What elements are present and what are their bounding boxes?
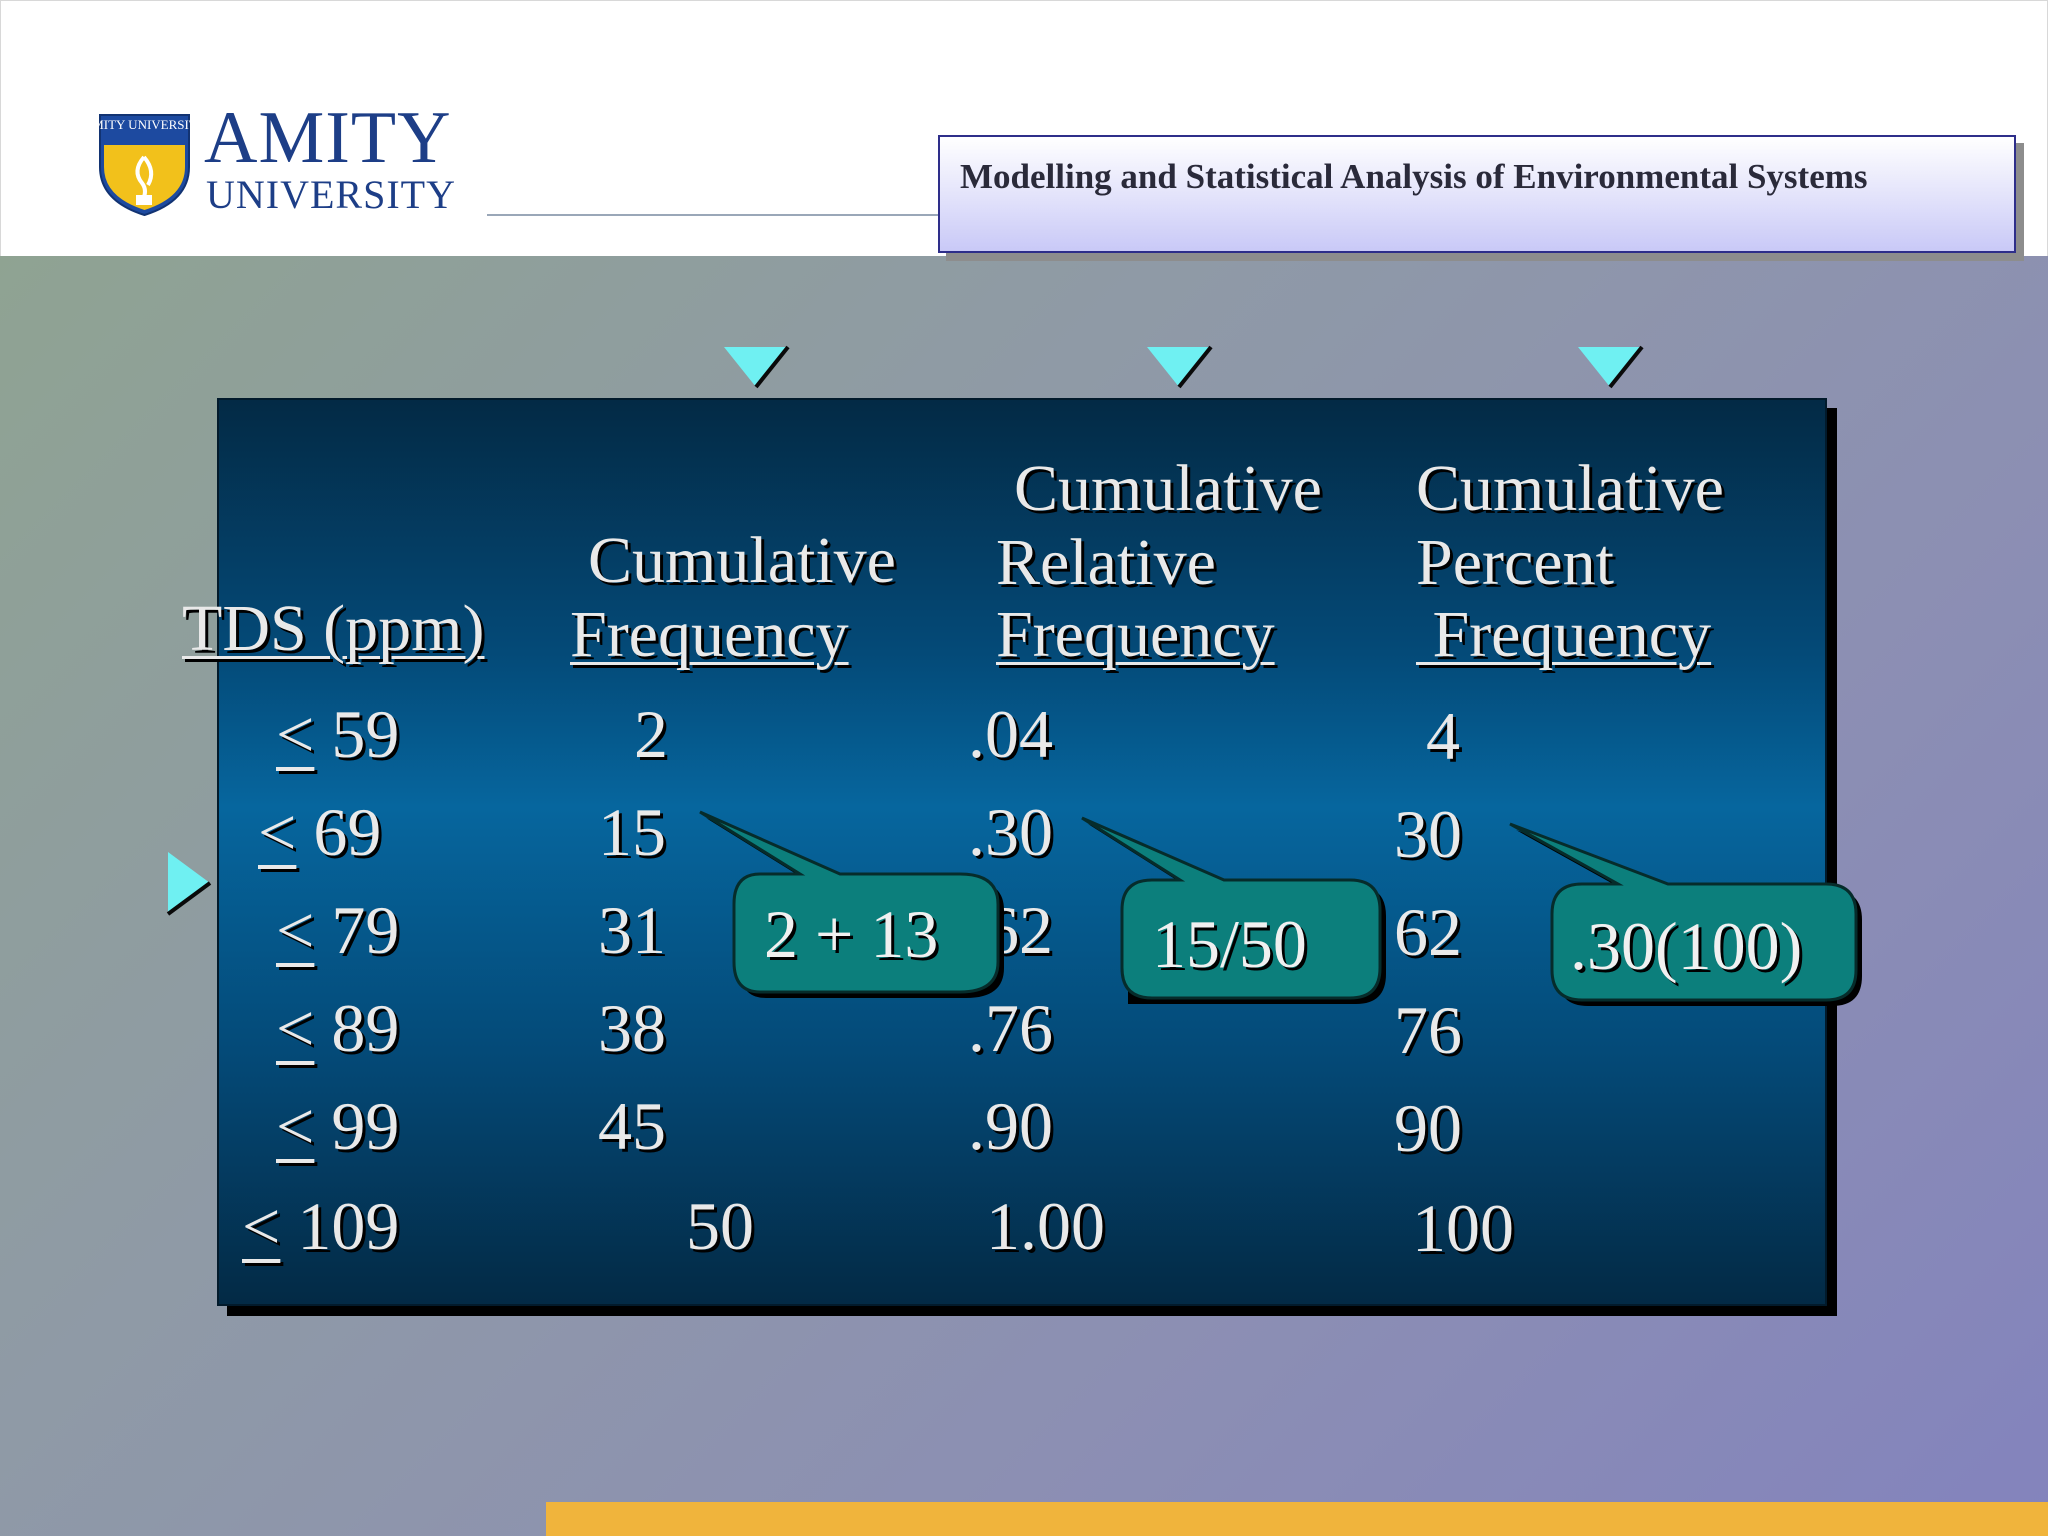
callout-cum-rel: 15/50 [1080,816,1400,1004]
cum-freq-cell: 38 [598,990,666,1066]
amity-logo: AMITY UNIVERSITY AMITY UNIVERSITY [98,101,455,221]
marker-triangle-icon [1147,345,1213,389]
title-box: Modelling and Statistical Analysis of En… [938,135,2016,253]
callout-bubble-shape [1081,816,1386,1004]
page-title: Modelling and Statistical Analysis of En… [960,157,1868,196]
header-cum-pct-line3: Frequency [1416,598,1712,671]
cum-rel-cell: .76 [968,990,1053,1066]
tds-value: 79 [331,892,400,968]
tds-value: 99 [331,1088,400,1164]
row-pointer-icon [166,852,212,916]
cum-rel-cell: .04 [968,696,1053,772]
table-row: < 59 [276,700,399,768]
header-cum-rel-line3: Frequency [996,598,1275,671]
header-cum-freq-line1: Cumulative [588,524,896,597]
header-cum-rel-line2: Relative [996,526,1216,599]
callout-cum-pct: .30(100) [1508,822,1868,1010]
callout-cum-freq: 2 + 13 [690,810,1010,998]
table-row: < 89 [276,994,399,1062]
tds-value: 69 [313,794,382,870]
cum-rel-cell: 1.00 [986,1188,1105,1264]
cum-pct-cell: 100 [1412,1190,1514,1266]
cum-pct-cell: 62 [1394,894,1462,970]
bottom-accent-bar [546,1502,2048,1536]
logo-subtext: UNIVERSITY [206,172,456,217]
cum-pct-cell: 30 [1394,796,1462,872]
le-symbol: < [276,696,315,772]
callout-cum-rel-text: 15/50 [1152,906,1307,982]
logo-text: AMITY [204,97,452,179]
callout-cum-freq-text: 2 + 13 [764,896,939,972]
tds-value: 109 [297,1188,400,1264]
tds-value: 89 [331,990,400,1066]
table-row: < 79 [276,896,399,964]
header-cum-pct-line1: Cumulative [1416,452,1724,525]
le-symbol: < [242,1188,281,1264]
amity-shield-icon: AMITY UNIVERSITY [98,114,191,217]
le-symbol: < [258,794,297,870]
cum-rel-cell: .30 [968,794,1053,870]
cum-freq-cell: 31 [598,892,666,968]
cum-freq-cell: 45 [598,1088,666,1164]
cum-pct-cell: 4 [1426,698,1460,774]
header-cum-freq-line2: Frequency [570,598,849,671]
cum-freq-cell: 15 [598,794,666,870]
slide-header: AMITY UNIVERSITY AMITY UNIVERSITY Modell… [0,0,2048,256]
cum-rel-cell: .90 [968,1088,1053,1164]
cum-pct-cell: 90 [1394,1090,1462,1166]
le-symbol: < [276,1088,315,1164]
callout-bubble-shape [699,810,1004,998]
table-row: < 109 [242,1192,399,1260]
table-row: < 99 [276,1092,399,1160]
cum-freq-cell: 2 [634,696,668,772]
header-cum-rel-line1: Cumulative [1014,452,1322,525]
marker-triangle-icon [724,345,790,389]
header-divider [487,214,942,216]
logo-badge-text: AMITY UNIVERSITY [98,117,191,132]
le-symbol: < [276,990,315,1066]
cum-pct-cell: 76 [1394,992,1462,1068]
callout-bubble-shape [1509,822,1862,1006]
callout-cum-pct-text: .30(100) [1570,908,1803,984]
cum-freq-cell: 50 [686,1188,754,1264]
header-cum-pct-line2: Percent [1416,526,1614,599]
le-symbol: < [276,892,315,968]
tds-value: 59 [331,696,400,772]
table-row: < 69 [258,798,381,866]
marker-triangle-icon [1578,345,1644,389]
header-tds: TDS (ppm) [182,592,485,665]
